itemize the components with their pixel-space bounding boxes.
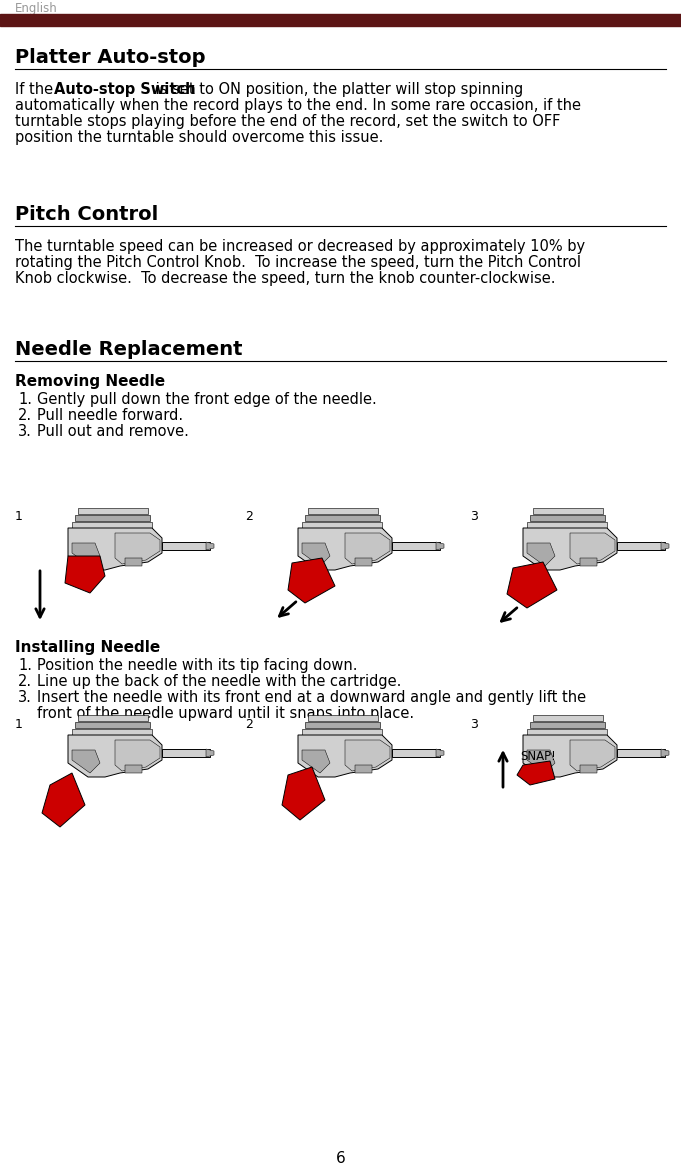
Text: 3: 3 (470, 718, 478, 731)
Text: Knob clockwise.  To decrease the speed, turn the knob counter-clockwise.: Knob clockwise. To decrease the speed, t… (15, 271, 556, 286)
Polygon shape (533, 509, 603, 514)
Polygon shape (72, 729, 152, 735)
Text: 3: 3 (470, 510, 478, 523)
Polygon shape (661, 749, 669, 758)
Polygon shape (78, 509, 148, 514)
Text: 1: 1 (15, 718, 23, 731)
Text: SNAP!: SNAP! (520, 750, 556, 763)
Text: Removing Needle: Removing Needle (15, 374, 165, 389)
Polygon shape (298, 528, 392, 570)
Polygon shape (68, 528, 162, 570)
Text: 2.: 2. (18, 675, 32, 689)
Polygon shape (308, 509, 378, 514)
Text: front of the needle upward until it snaps into place.: front of the needle upward until it snap… (37, 706, 414, 721)
Polygon shape (517, 761, 555, 786)
Polygon shape (580, 558, 597, 566)
Polygon shape (162, 749, 210, 758)
Polygon shape (533, 715, 603, 721)
Polygon shape (527, 523, 607, 528)
Text: Installing Needle: Installing Needle (15, 639, 160, 655)
Polygon shape (115, 740, 160, 772)
Text: If the: If the (15, 82, 58, 97)
Text: turntable stops playing before the end of the record, set the switch to OFF: turntable stops playing before the end o… (15, 115, 560, 129)
Polygon shape (617, 749, 665, 758)
Polygon shape (298, 735, 392, 777)
Text: Needle Replacement: Needle Replacement (15, 340, 242, 359)
Text: 1.: 1. (18, 658, 32, 673)
Polygon shape (305, 722, 380, 728)
Polygon shape (162, 542, 210, 549)
Polygon shape (392, 749, 440, 758)
Polygon shape (125, 558, 142, 566)
Polygon shape (523, 735, 617, 777)
Text: Line up the back of the needle with the cartridge.: Line up the back of the needle with the … (37, 675, 401, 689)
Polygon shape (617, 542, 665, 549)
Polygon shape (288, 558, 335, 603)
Polygon shape (523, 528, 617, 570)
Polygon shape (125, 765, 142, 773)
Polygon shape (436, 542, 444, 549)
Polygon shape (580, 765, 597, 773)
Text: 1: 1 (15, 510, 23, 523)
Polygon shape (661, 542, 669, 549)
Text: Insert the needle with its front end at a downward angle and gently lift the: Insert the needle with its front end at … (37, 690, 586, 705)
Polygon shape (42, 773, 85, 826)
Polygon shape (527, 750, 555, 773)
Text: The turntable speed can be increased or decreased by approximately 10% by: The turntable speed can be increased or … (15, 238, 585, 254)
Polygon shape (345, 533, 390, 563)
Polygon shape (436, 749, 444, 758)
Text: rotating the Pitch Control Knob.  To increase the speed, turn the Pitch Control: rotating the Pitch Control Knob. To incr… (15, 255, 581, 270)
Polygon shape (570, 740, 615, 772)
Text: Auto-stop Switch: Auto-stop Switch (54, 82, 195, 97)
Polygon shape (308, 715, 378, 721)
Polygon shape (302, 542, 330, 566)
Polygon shape (75, 722, 150, 728)
Polygon shape (527, 542, 555, 566)
Text: 2: 2 (245, 718, 253, 731)
Polygon shape (530, 722, 605, 728)
Text: is set to ON position, the platter will stop spinning: is set to ON position, the platter will … (151, 82, 523, 97)
Text: 6: 6 (336, 1151, 345, 1165)
Text: 3.: 3. (18, 690, 32, 705)
Text: English: English (15, 2, 58, 15)
Text: Pull needle forward.: Pull needle forward. (37, 408, 183, 423)
Polygon shape (72, 523, 152, 528)
Text: position the turntable should overcome this issue.: position the turntable should overcome t… (15, 130, 383, 145)
Polygon shape (507, 562, 557, 608)
Text: Gently pull down the front edge of the needle.: Gently pull down the front edge of the n… (37, 392, 377, 407)
Polygon shape (345, 740, 390, 772)
Polygon shape (570, 533, 615, 563)
Text: Position the needle with its tip facing down.: Position the needle with its tip facing … (37, 658, 358, 673)
Polygon shape (206, 749, 214, 758)
Text: 1.: 1. (18, 392, 32, 407)
Text: 2: 2 (245, 510, 253, 523)
Text: Pitch Control: Pitch Control (15, 205, 158, 224)
Polygon shape (355, 558, 372, 566)
Polygon shape (78, 715, 148, 721)
Polygon shape (75, 516, 150, 521)
Polygon shape (305, 516, 380, 521)
Polygon shape (68, 735, 162, 777)
Text: 2.: 2. (18, 408, 32, 423)
Polygon shape (302, 523, 382, 528)
Bar (0, 14, 681, 26)
Polygon shape (115, 533, 160, 563)
Polygon shape (65, 556, 105, 593)
Text: Pull out and remove.: Pull out and remove. (37, 424, 189, 440)
Polygon shape (282, 767, 325, 819)
Text: 3.: 3. (18, 424, 32, 440)
Polygon shape (392, 542, 440, 549)
Polygon shape (527, 729, 607, 735)
Polygon shape (206, 542, 214, 549)
Polygon shape (530, 516, 605, 521)
Polygon shape (72, 542, 100, 566)
Polygon shape (72, 750, 100, 773)
Polygon shape (302, 750, 330, 773)
Polygon shape (302, 729, 382, 735)
Text: automatically when the record plays to the end. In some rare occasion, if the: automatically when the record plays to t… (15, 98, 581, 113)
Text: Platter Auto-stop: Platter Auto-stop (15, 48, 206, 67)
Polygon shape (355, 765, 372, 773)
